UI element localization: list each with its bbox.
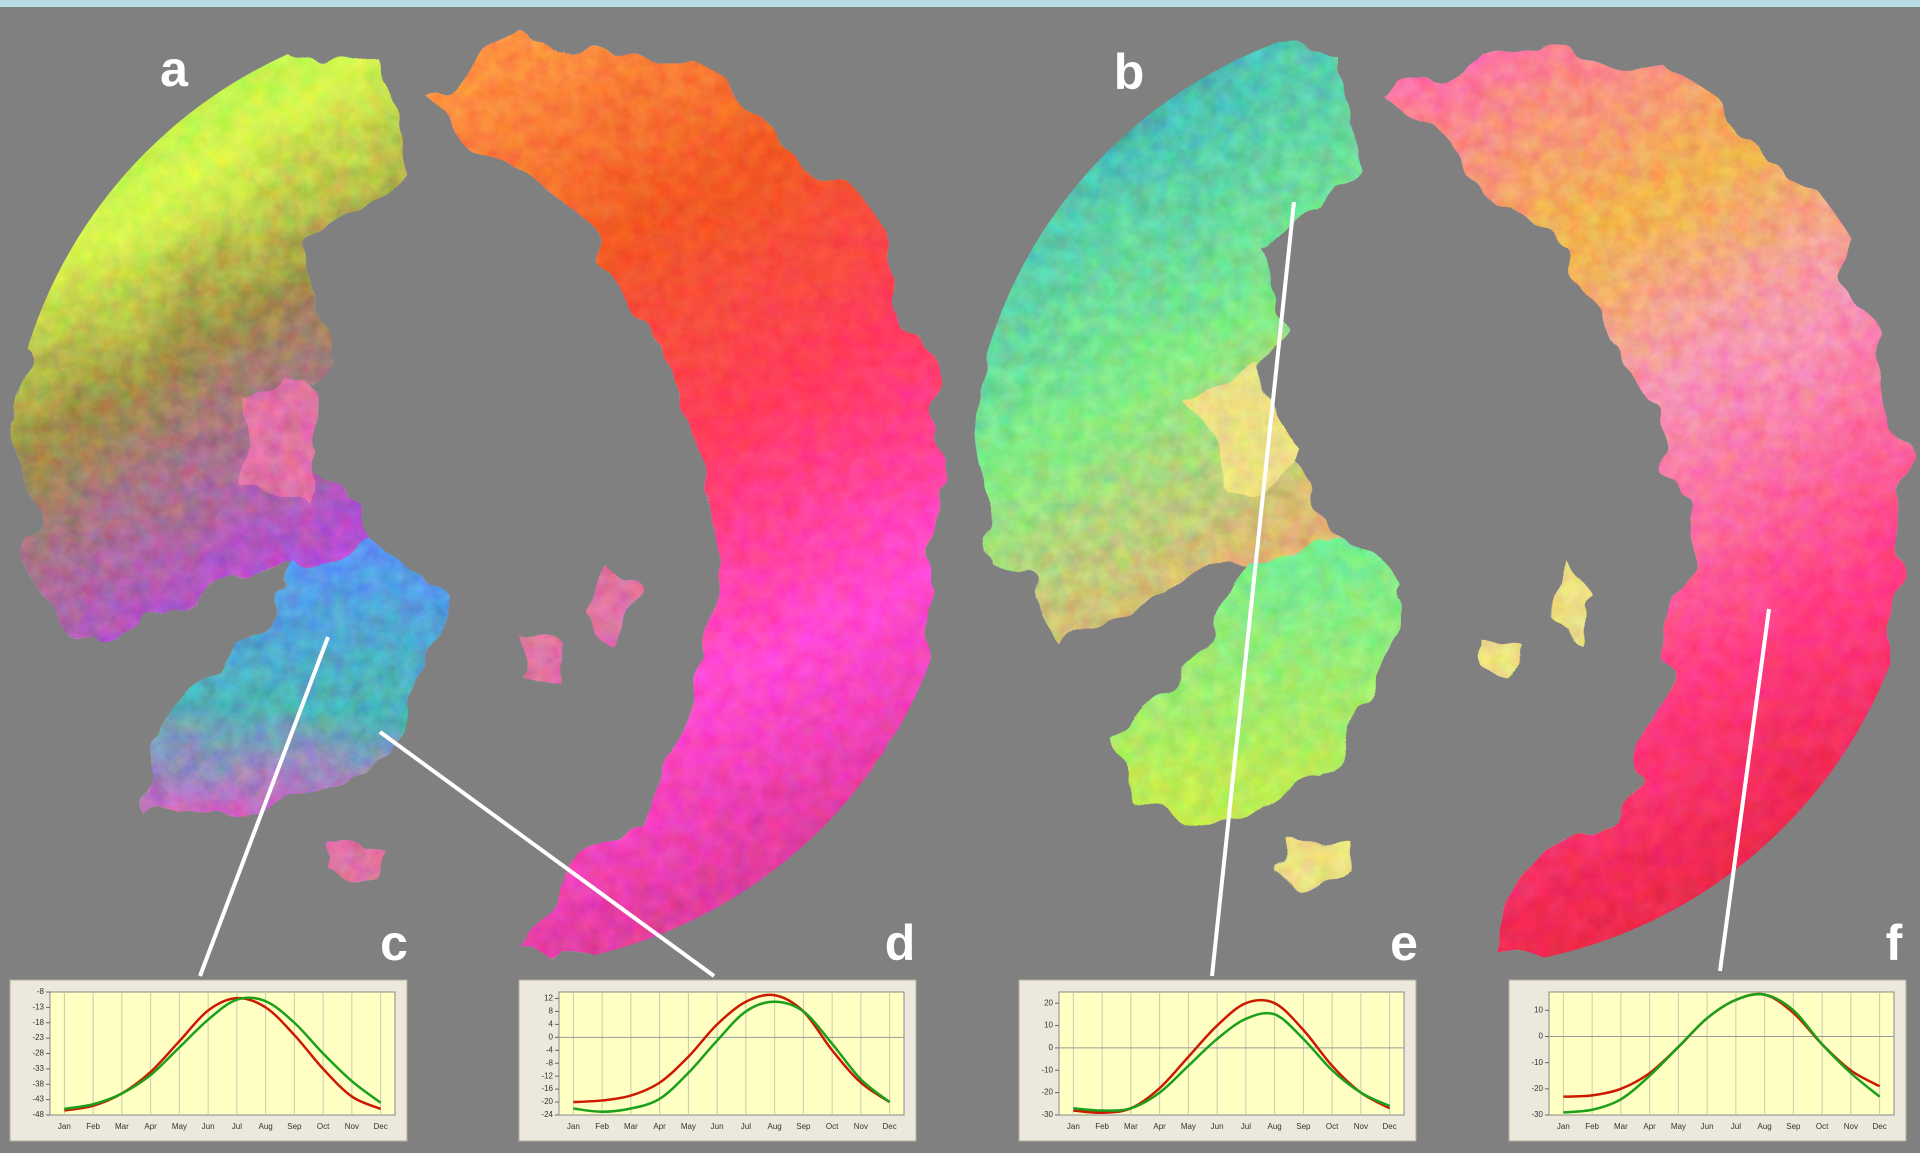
panel-letter: d <box>885 915 916 971</box>
x-tick-label: Jun <box>202 1122 215 1131</box>
x-tick-label: Jun <box>711 1122 724 1131</box>
y-tick-label: -43 <box>32 1095 44 1104</box>
y-tick-label: -18 <box>32 1018 44 1027</box>
y-tick-label: 12 <box>544 994 553 1003</box>
x-tick-label: May <box>172 1122 187 1131</box>
y-tick-label: 8 <box>549 1007 554 1016</box>
y-tick-label: -28 <box>32 1049 44 1058</box>
x-tick-label: Dec <box>1873 1122 1887 1131</box>
line-chart: Jan Feb Mar Apr May Jun Jul Aug Sep Oct Nov Dec 12 8 4… <box>519 980 916 1141</box>
map-b <box>971 40 1911 960</box>
panel-letter: c <box>380 915 408 971</box>
panel-letter: e <box>1390 915 1418 971</box>
y-tick-label: -4 <box>546 1045 554 1054</box>
x-tick-label: Jan <box>1557 1122 1570 1131</box>
x-tick-label: Jul <box>1241 1122 1251 1131</box>
figure: a b Jan Feb Mar Apr May Jun Jul Aug Sep Oct Nov Dec… <box>0 0 1920 1153</box>
x-tick-label: Nov <box>1844 1122 1858 1131</box>
y-tick-label: -38 <box>32 1079 44 1088</box>
line-chart: Jan Feb Mar Apr May Jun Jul Aug Sep Oct Nov Dec -8 -1… <box>10 980 407 1141</box>
x-tick-label: Nov <box>1354 1122 1368 1131</box>
y-tick-label: -33 <box>32 1064 44 1073</box>
x-tick-label: Feb <box>1585 1122 1599 1131</box>
x-tick-label: Oct <box>1326 1122 1339 1131</box>
x-tick-label: Mar <box>624 1122 638 1131</box>
y-tick-label: -12 <box>541 1071 553 1080</box>
x-tick-label: Jul <box>232 1122 242 1131</box>
y-tick-label: 0 <box>1049 1043 1054 1052</box>
y-tick-label: -13 <box>32 1002 44 1011</box>
x-tick-label: May <box>1181 1122 1196 1131</box>
x-tick-label: Jan <box>1067 1122 1080 1131</box>
y-tick-label: -24 <box>541 1110 553 1119</box>
y-tick-label: -23 <box>32 1033 44 1042</box>
x-tick-label: Jun <box>1701 1122 1714 1131</box>
y-tick-label: -30 <box>1531 1110 1543 1119</box>
x-tick-label: Feb <box>595 1122 609 1131</box>
x-tick-label: Sep <box>1296 1122 1311 1131</box>
x-tick-label: Jan <box>58 1122 71 1131</box>
y-tick-label: 0 <box>549 1032 554 1041</box>
x-tick-label: Dec <box>1383 1122 1397 1131</box>
y-tick-label: -8 <box>546 1058 554 1067</box>
x-tick-label: Aug <box>768 1122 782 1131</box>
plot-area <box>1549 992 1894 1115</box>
x-tick-label: Dec <box>374 1122 388 1131</box>
x-tick-label: May <box>681 1122 696 1131</box>
top-band <box>0 0 1920 7</box>
x-tick-label: Mar <box>1614 1122 1628 1131</box>
x-tick-label: Jul <box>741 1122 751 1131</box>
panel-letter: a <box>160 41 189 97</box>
y-tick-label: 4 <box>549 1019 554 1028</box>
plot-area <box>50 992 395 1115</box>
y-tick-label: -10 <box>1531 1058 1543 1067</box>
x-tick-label: Aug <box>259 1122 273 1131</box>
panel-letter: f <box>1886 915 1903 971</box>
page: {"labels": ["a", "b"], "chart_data": [ {… <box>0 0 1920 1153</box>
y-tick-label: 0 <box>1539 1032 1544 1041</box>
x-tick-label: Sep <box>287 1122 302 1131</box>
line-chart: Jan Feb Mar Apr May Jun Jul Aug Sep Oct Nov Dec 10 0 -… <box>1509 980 1906 1141</box>
x-tick-label: Feb <box>86 1122 100 1131</box>
x-tick-label: Jun <box>1211 1122 1224 1131</box>
y-tick-label: -48 <box>32 1110 44 1119</box>
x-tick-label: Jan <box>567 1122 580 1131</box>
x-tick-label: Feb <box>1095 1122 1109 1131</box>
x-tick-label: Sep <box>796 1122 811 1131</box>
panel-letter: b <box>1114 44 1145 100</box>
line-chart: Jan Feb Mar Apr May Jun Jul Aug Sep Oct Nov Dec 20 10… <box>1019 980 1416 1141</box>
y-tick-label: 10 <box>1044 1021 1053 1030</box>
x-tick-label: Mar <box>115 1122 129 1131</box>
x-tick-label: Nov <box>345 1122 359 1131</box>
x-tick-label: Oct <box>826 1122 839 1131</box>
x-tick-label: Apr <box>144 1122 157 1131</box>
x-tick-label: Oct <box>1816 1122 1829 1131</box>
y-tick-label: -20 <box>541 1097 553 1106</box>
x-tick-label: Apr <box>1643 1122 1656 1131</box>
x-tick-label: Sep <box>1786 1122 1801 1131</box>
y-tick-label: -16 <box>541 1084 553 1093</box>
y-tick-label: -20 <box>1041 1088 1053 1097</box>
x-tick-label: Nov <box>854 1122 868 1131</box>
plot-area <box>1059 992 1404 1115</box>
y-tick-label: -20 <box>1531 1084 1543 1093</box>
x-tick-label: Apr <box>1153 1122 1166 1131</box>
x-tick-label: Jul <box>1731 1122 1741 1131</box>
map-a <box>10 40 950 960</box>
x-tick-label: Apr <box>653 1122 666 1131</box>
y-tick-label: -10 <box>1041 1065 1053 1074</box>
y-tick-label: 20 <box>1044 998 1053 1007</box>
x-tick-label: Aug <box>1758 1122 1772 1131</box>
x-tick-label: Oct <box>317 1122 330 1131</box>
x-tick-label: Dec <box>883 1122 897 1131</box>
x-tick-label: Aug <box>1268 1122 1282 1131</box>
x-tick-label: May <box>1671 1122 1686 1131</box>
y-tick-label: -8 <box>37 987 45 996</box>
y-tick-label: -30 <box>1041 1110 1053 1119</box>
x-tick-label: Mar <box>1124 1122 1138 1131</box>
y-tick-label: 10 <box>1534 1005 1543 1014</box>
